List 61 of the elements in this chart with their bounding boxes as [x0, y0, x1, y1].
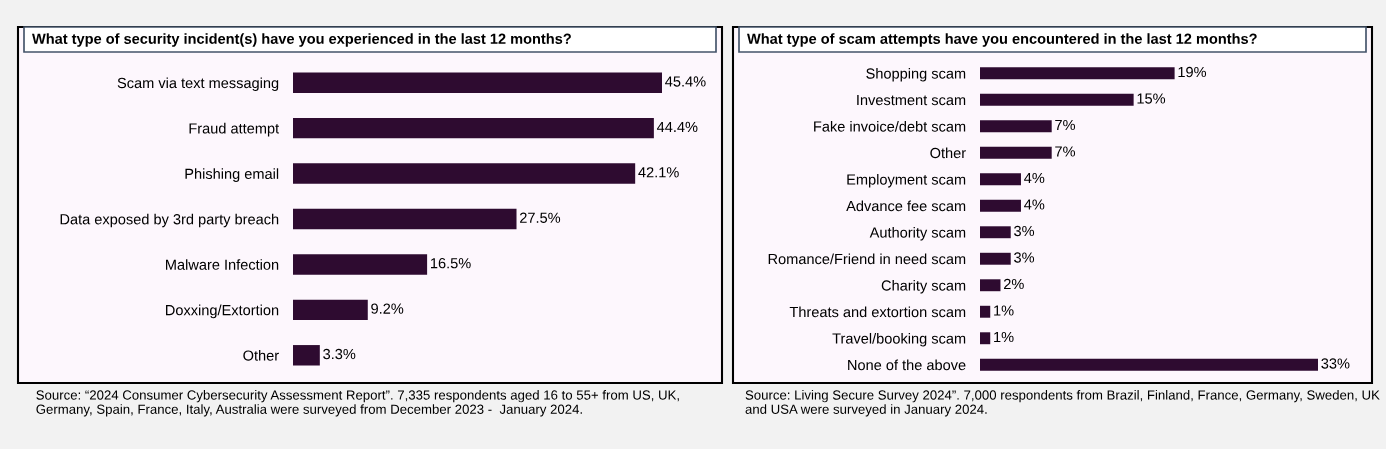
y-tick-label: Employment scam	[847, 173, 966, 188]
y-tick-label: Fraud attempt	[189, 122, 280, 137]
y-tick-label: Threats and extortion scam	[789, 306, 966, 318]
bar	[980, 67, 1175, 80]
data-label: 44.4%	[656, 121, 698, 132]
data-label: 45.4%	[665, 76, 706, 87]
bar	[980, 93, 1134, 106]
bar	[980, 226, 1011, 239]
bar	[293, 254, 428, 275]
y-tick-label: Phishing email	[185, 168, 279, 182]
bar	[293, 117, 654, 139]
y-tick-label: None of the above	[848, 359, 966, 371]
bar	[980, 173, 1021, 186]
data-label: 7%	[1055, 146, 1076, 157]
chart-title: What type of security incident(s) have you experienced in the last 12 months?	[32, 33, 571, 47]
bar	[980, 120, 1052, 133]
bar	[293, 299, 368, 321]
data-label: 15%	[1137, 93, 1166, 104]
bar	[980, 305, 991, 318]
bar	[293, 163, 636, 184]
data-label: 7%	[1055, 119, 1076, 131]
data-label: 19%	[1178, 66, 1207, 78]
bar	[980, 252, 1011, 265]
y-tick-label: Scam via text messaging	[117, 77, 279, 92]
source-note: Source: Living Secure Survey 2024”. 7,000 respondents from Brazil, Finland, France, Germany, Sweden, UK and USA were surveyed in January 2024.	[745, 390, 1380, 417]
data-label: 9.2%	[371, 303, 404, 314]
bar	[293, 208, 517, 230]
data-label: 33%	[1321, 358, 1350, 369]
data-label: 3%	[1014, 225, 1035, 237]
chart-title: What type of scam attempts have you encountered in the last 12 months?	[747, 33, 1257, 47]
y-tick-label: Investment scam	[857, 95, 966, 106]
data-label: 4%	[1024, 199, 1045, 210]
y-tick-label: Romance/Friend in need scam	[768, 253, 966, 265]
y-tick-label: Doxxing/Extortion	[166, 304, 279, 319]
data-label: 1%	[994, 305, 1014, 316]
y-tick-label: Shopping scam	[866, 67, 966, 82]
y-tick-label: Malware Infection	[166, 259, 279, 270]
y-tick-label: Advance fee scam	[846, 200, 966, 212]
bar	[980, 358, 1318, 371]
y-tick-label: Charity scam	[881, 279, 966, 294]
data-label: 2%	[1004, 278, 1024, 290]
y-tick-label: Data exposed by 3rd party breach	[60, 213, 279, 228]
y-tick-label: Other	[243, 350, 279, 361]
data-label: 4%	[1024, 172, 1045, 184]
data-label: 16.5%	[431, 258, 471, 269]
y-tick-label: Other	[930, 147, 966, 159]
y-tick-label: Authority scam	[869, 226, 966, 241]
y-tick-label: Travel/booking scam	[832, 332, 966, 347]
bar	[293, 345, 320, 366]
bar	[980, 146, 1052, 159]
data-label: 1%	[994, 331, 1014, 343]
bar	[980, 199, 1021, 212]
bar	[980, 332, 991, 345]
data-label: 27.5%	[520, 212, 561, 223]
source-note: Source: “2024 Consumer Cybersecurity Assessment Report”. 7,335 respondents aged 16 to 55+ from US, UK, Germany, Spain, France, Italy, Australia were surveyed from December 2023 - January 2024.	[36, 390, 679, 417]
bar	[980, 279, 1001, 292]
data-label: 42.1%	[638, 167, 679, 178]
bar	[293, 72, 662, 93]
data-label: 3.3%	[323, 348, 356, 360]
y-tick-label: Fake invoice/debt scam	[814, 120, 966, 132]
data-label: 3%	[1014, 252, 1035, 263]
